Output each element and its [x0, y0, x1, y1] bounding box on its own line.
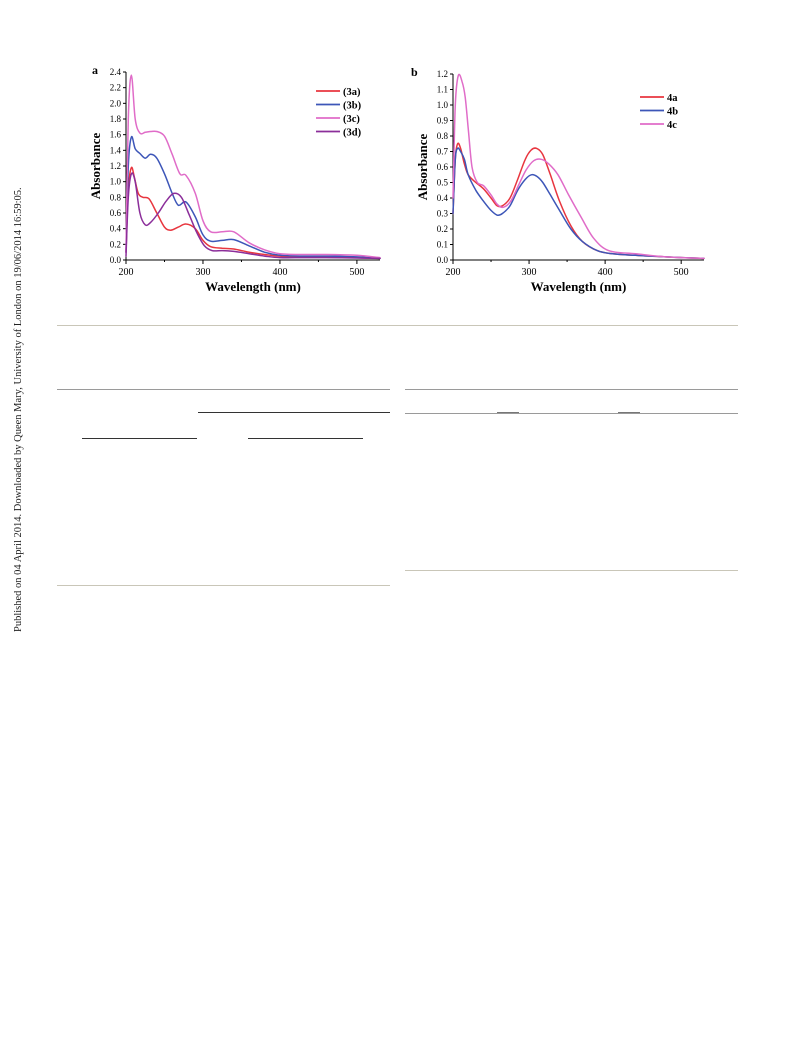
- x-tick-label: 300: [195, 267, 210, 278]
- y-tick-label: 2.0: [110, 98, 122, 108]
- y-tick-label: 1.0: [110, 177, 122, 187]
- table-left-subheader-rule-2: [248, 438, 363, 439]
- series-line-2: [452, 147, 705, 260]
- table-right-top-rule: [405, 389, 738, 390]
- y-tick-label: 0.0: [437, 255, 449, 265]
- table-left-subheader-rule-1: [82, 438, 197, 439]
- y-tick-label: 0.6: [110, 208, 122, 218]
- y-tick-label: 2.4: [110, 67, 122, 77]
- chart-b: b 0.0 0.1 0.2 0.3 0.4 0.5 0.6 0.7 0.8 0.9 1.0 1.1 1.2…: [411, 65, 705, 294]
- y-tick-label: 0.7: [437, 147, 449, 157]
- chart-a: a 0.0 0.2 0.4 0.6 0.8 1.0 1.2 1.4 1.6 1.8 2.0 2.2 2.4…: [88, 63, 381, 294]
- y-tick-label: 0.8: [437, 131, 449, 141]
- y-tick-label: 0.2: [110, 239, 121, 249]
- legend-label-3: 4c: [667, 120, 677, 131]
- legend-label-1: (3a): [343, 87, 361, 98]
- x-tick-label: 200: [446, 267, 461, 278]
- series-line-1: [452, 142, 705, 260]
- y-tick-label: 0.8: [110, 192, 122, 202]
- y-tick-label: 1.1: [437, 85, 448, 95]
- y-axis-title: Absorbance: [88, 133, 103, 200]
- y-tick-label: 1.4: [110, 145, 122, 155]
- table-right-header-rule: [405, 413, 738, 414]
- y-tick-label: 1.6: [110, 130, 122, 140]
- x-tick-label: 400: [598, 267, 613, 278]
- y-tick-label: 2.2: [110, 83, 121, 93]
- x-tick-label: 200: [119, 267, 134, 278]
- y-tick-label: 1.2: [437, 69, 448, 79]
- table-right-mark-2: [618, 412, 640, 413]
- legend-label-3: (3c): [343, 114, 360, 125]
- y-axis-title: Absorbance: [415, 134, 430, 201]
- legend-label-2: (3b): [343, 101, 362, 112]
- legend-label-4: (3d): [343, 128, 362, 139]
- table-left-header-rule: [198, 412, 390, 413]
- y-tick-label: 0.0: [110, 255, 122, 265]
- y-tick-label: 0.4: [110, 224, 122, 234]
- y-tick-label: 1.0: [437, 100, 449, 110]
- y-tick-label: 1.2: [110, 161, 121, 171]
- y-tick-label: 0.3: [437, 209, 449, 219]
- series-line-4: [125, 172, 381, 260]
- y-tick-label: 0.1: [437, 240, 448, 250]
- y-tick-label: 1.8: [110, 114, 122, 124]
- y-tick-label: 0.2: [437, 224, 448, 234]
- x-tick-label: 500: [674, 267, 689, 278]
- table-right-mark-1: [497, 412, 519, 413]
- table-right-bottom-rule: [405, 570, 738, 571]
- series-line-3: [452, 73, 705, 260]
- x-axis-title: Wavelength (nm): [531, 279, 627, 294]
- table-left-bottom-rule: [57, 585, 390, 586]
- y-tick-label: 0.9: [437, 116, 449, 126]
- x-tick-label: 300: [522, 267, 537, 278]
- table-left-top-rule: [57, 389, 390, 390]
- legend-label-2: 4b: [667, 107, 678, 118]
- panel-label: a: [92, 63, 98, 77]
- panel-label: b: [411, 65, 418, 79]
- y-tick-label: 0.5: [437, 178, 449, 188]
- series-line-2: [125, 135, 381, 260]
- legend-label-1: 4a: [667, 93, 678, 104]
- x-tick-label: 400: [272, 267, 287, 278]
- y-tick-label: 0.4: [437, 193, 449, 203]
- y-tick-label: 0.6: [437, 162, 449, 172]
- series-line-3: [125, 74, 381, 259]
- figure-separator-rule: [57, 325, 738, 326]
- x-tick-label: 500: [349, 267, 364, 278]
- x-axis-title: Wavelength (nm): [205, 279, 301, 294]
